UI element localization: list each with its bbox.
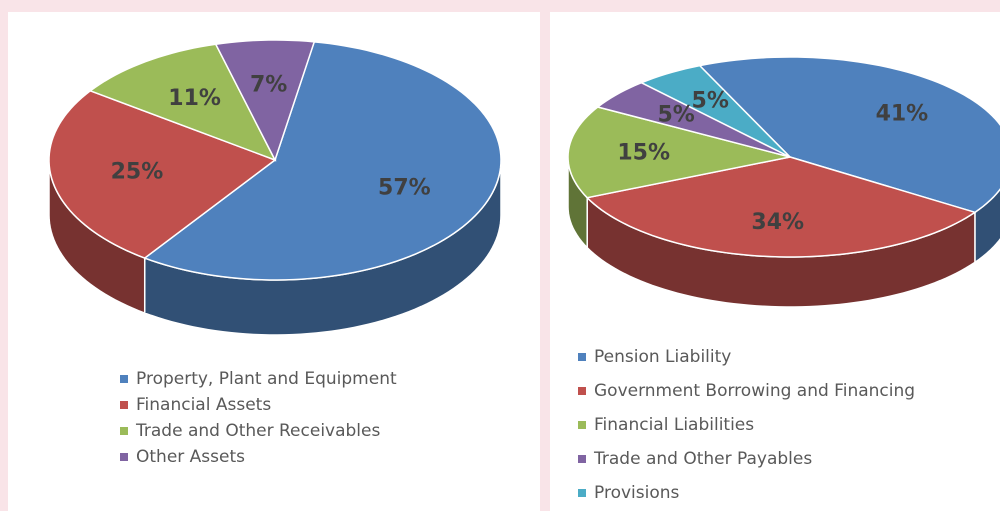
legend-label: Provisions [594, 483, 680, 503]
data-label: 25% [111, 160, 164, 185]
legend-swatch [120, 427, 128, 435]
data-label: 7% [250, 73, 287, 98]
legend-swatch [120, 453, 128, 461]
legend-label: Property, Plant and Equipment [136, 369, 397, 389]
legend-swatch [578, 455, 586, 463]
slice [585, 156, 977, 258]
data-label: 5% [692, 89, 729, 114]
data-label: 57% [378, 176, 431, 201]
legend-label: Trade and Other Payables [593, 449, 812, 469]
legend-label: Government Borrowing and Financing [594, 381, 915, 401]
data-label: 15% [617, 141, 670, 166]
legend-swatch [120, 375, 128, 383]
data-label: 41% [876, 101, 929, 126]
legend-label: Financial Liabilities [594, 415, 754, 435]
data-label: 5% [657, 102, 694, 127]
slice [639, 64, 791, 158]
legend-swatch [578, 421, 586, 429]
slice [567, 106, 791, 199]
legend-swatch [578, 353, 586, 361]
legend-swatch [120, 401, 128, 409]
slice [698, 56, 1000, 214]
legend-label: Other Assets [136, 447, 245, 467]
slice [596, 81, 791, 158]
data-label: 11% [168, 86, 221, 111]
slice [48, 89, 277, 259]
legend-label: Pension Liability [594, 347, 731, 367]
slice [88, 43, 277, 162]
legend-label: Financial Assets [136, 395, 271, 415]
slice [143, 41, 502, 281]
legend-swatch [578, 387, 586, 395]
legend-label: Trade and Other Receivables [135, 421, 380, 441]
data-label: 34% [751, 210, 804, 235]
legend-swatch [578, 489, 586, 497]
slice [214, 39, 316, 162]
